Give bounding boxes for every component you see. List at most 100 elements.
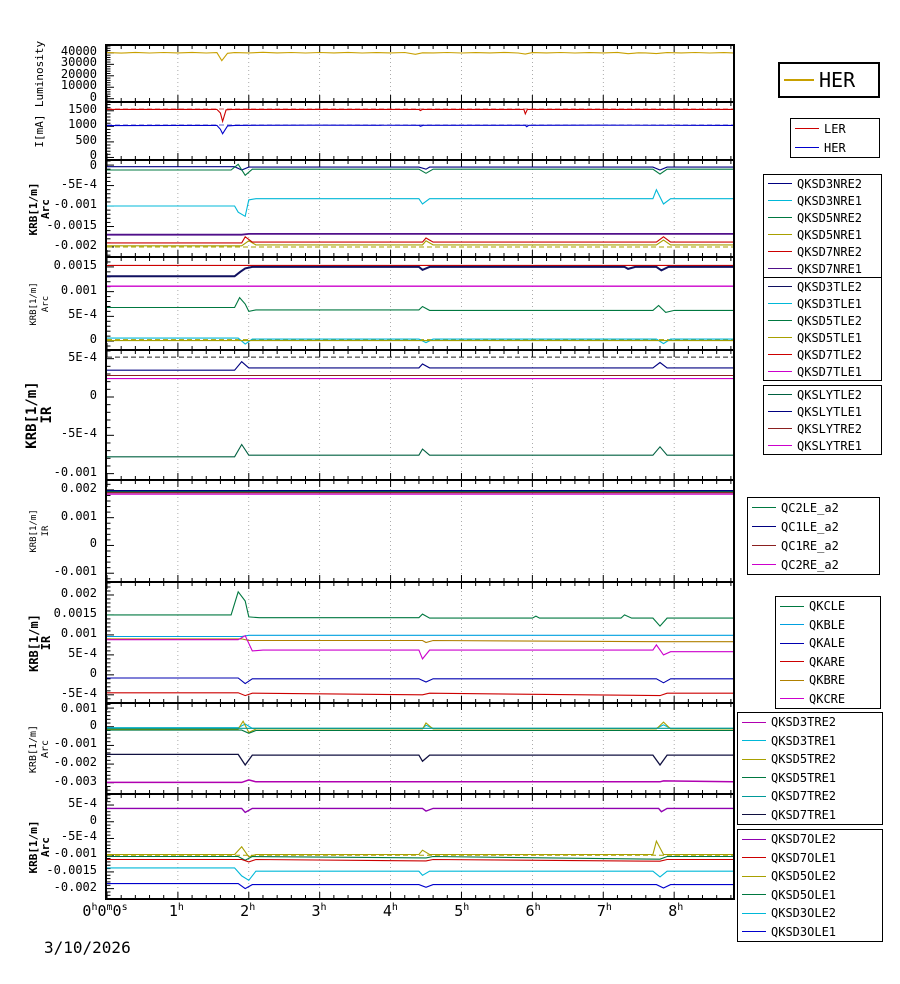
series-QKSD7OLE1 [107,858,733,863]
y-tick-label: 20000 [60,66,97,81]
y-tick-label: -0.002 [53,755,97,770]
y-tick-label: 5E-4 [68,645,97,660]
legend-label: QKSD5NRE2 [797,210,863,225]
y-tick-label: -0.001 [53,846,97,861]
legend-label: QC1LE_a2 [781,519,839,534]
panel-canvas [107,103,733,159]
legend-line-sample [768,428,792,429]
panel-canvas [107,46,733,101]
legend-line-sample [768,354,792,355]
legend-entry: QKALE [776,634,880,653]
legend-line-sample [742,795,766,797]
legend-entry: QKCLE [776,597,880,616]
y-tick-label: -0.001 [53,464,97,479]
plot-panel-krb-ir-qksly: KRB[1/m] IR 5E-4 0 -5E-4 -0.001 [0,349,737,481]
y-tick-label: 10000 [60,78,97,93]
legend-qksd-nre: QKSD3NRE2 QKSD3NRE1 QKSD5NRE2 QKSD5NRE1 QKSD… [763,174,882,278]
y-tick-label: 40000 [60,43,97,58]
legend-line-sample [768,303,792,304]
legend-entry: QKSD3TLE1 [764,295,881,312]
x-axis-labels: 0h0m0s 1h 2h 3h 4h 5h 6h 7h 8h [82,902,735,930]
legend-line-sample [742,814,766,816]
legend-qksly: QKSLYTLE2 QKSLYTLE1 QKSLYTRE2 QKSLYTRE1 [763,385,882,455]
x-tick-label: 7h [596,902,612,920]
legend-currents: LER HER [790,118,880,158]
y-tick-labels: 0.001 0 -0.001 -0.002 -0.003 [0,702,101,795]
plot-panel-krb-arc-ole: KRB[1/m] Arc 5E-4 0 -5E-4 -0.001 -0.0015 -0.00… [0,793,737,900]
legend-label: HER [819,68,856,92]
x-tick-label: 1h [168,902,184,920]
series-QKSD7TRE1 [107,753,733,767]
date-label: 3/10/2026 [44,938,131,957]
legend-label: QKBLE [809,617,846,632]
y-tick-label: 5E-4 [68,796,97,811]
legend-qksd-ole: QKSD7OLE2 QKSD7OLE1 QKSD5OLE2 QKSD5OLE1 QKSD… [737,829,883,942]
y-tick-label: -0.001 [53,736,97,751]
legend-label: QKSD5TRE2 [771,752,837,767]
panel-canvas [107,704,733,793]
legend-entry: QKSD7TRE1 [738,806,882,825]
y-tick-label: 5E-4 [68,349,97,364]
y-tick-labels: 0.0015 0.001 5E-4 0 [0,256,101,351]
legend-label: QKSD7OLE1 [771,850,837,865]
y-tick-label: -5E-4 [60,176,97,191]
plot-frame [105,159,735,258]
legend-line-sample [795,147,819,148]
x-tick-label: 2h [240,902,256,920]
legend-entry: LER [791,119,879,138]
legend-entry: QKSD3TRE2 [738,713,882,732]
legend-label: QC2RE_a2 [781,557,839,572]
y-tick-label: 0 [89,536,97,551]
panel-canvas [107,161,733,256]
legend-entry: QC2LE_a2 [748,498,879,517]
legend-line-sample [768,268,792,269]
legend-label: QKSD5TLE1 [797,330,863,345]
series-QKSD3NRE1 [107,188,733,218]
legend-line-sample [742,777,766,779]
x-tick-label: 3h [311,902,327,920]
y-tick-label: 0 [89,665,97,680]
series-QKSD3TLE2 [107,265,733,278]
legend-entry: QKSD3TRE1 [738,732,882,751]
legend-entry: QC1RE_a2 [748,536,879,555]
legend-entry: QKSD5OLE2 [738,867,882,886]
legend-line-sample [768,445,792,446]
series-QKSD5NRE1 [107,239,733,247]
legend-entry: QKSD7TRE2 [738,787,882,806]
legend-label: QKSD3TRE2 [771,715,837,730]
y-tick-label: 0 [89,717,97,732]
series-QKSD3NRE2 [107,166,733,171]
legend-entry: QKARE [776,653,880,672]
legend-label: QKSLYTLE2 [797,387,863,402]
legend-label: QKSD7TLE2 [797,347,863,362]
y-tick-label: -5E-4 [60,829,97,844]
y-tick-label: 0.0015 [53,257,97,272]
series-QKSD7OLE2 [107,807,733,814]
y-tick-label: 30000 [60,55,97,70]
y-tick-label: 0 [89,387,97,402]
legend-line-sample [742,721,766,723]
y-tick-label: -0.003 [53,773,97,788]
series-QKSD3OLE1 [107,883,733,890]
legend-label: QKARE [809,654,846,669]
plot-frame [105,101,735,161]
panel-canvas [107,481,733,581]
legend-line-sample [768,320,792,321]
series-QKSLYTLE2 [107,443,733,458]
legend-entry: QKSD5TLE1 [764,329,881,346]
legend-entry: HER [780,64,878,96]
panel-canvas [107,351,733,479]
legend-entry: QKSD5TLE2 [764,312,881,329]
plot-panel-luminosity: Luminosity 40000 30000 20000 10000 0 [0,40,737,107]
series-QKSD3TLE1 [107,337,733,345]
plot-panel-beam-current: I[mA] 1500 1000 500 0 [0,101,737,161]
legend-entry: QKSLYTRE2 [764,420,881,437]
plot-panel-krb-arc-tle: KRB[1/m] Arc 0.0015 0.001 5E-4 0 [0,256,737,351]
legend-label: QC1RE_a2 [781,538,839,553]
legend-label: QKBRE [809,673,846,688]
legend-entry: QKSD7TLE2 [764,346,881,363]
legend-entry: QKSD3TLE2 [764,278,881,295]
x-tick-label: 0h0m0s [82,902,128,920]
legend-line-sample [780,698,804,700]
legend-label: QKSD5TRE1 [771,770,837,785]
